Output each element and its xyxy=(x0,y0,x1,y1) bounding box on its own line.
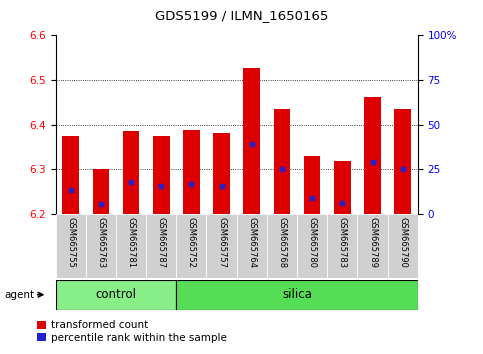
Bar xyxy=(146,214,176,278)
Bar xyxy=(56,280,176,310)
Bar xyxy=(274,109,290,214)
Text: GSM665757: GSM665757 xyxy=(217,217,226,268)
Text: GSM665755: GSM665755 xyxy=(66,217,75,268)
Bar xyxy=(56,214,86,278)
Text: GSM665790: GSM665790 xyxy=(398,217,407,268)
Bar xyxy=(183,130,199,214)
Bar xyxy=(267,214,297,278)
Text: GSM665768: GSM665768 xyxy=(277,217,286,268)
Bar xyxy=(364,97,381,214)
Text: agent: agent xyxy=(5,290,35,300)
Bar xyxy=(237,214,267,278)
Bar xyxy=(86,214,116,278)
Bar xyxy=(93,170,109,214)
Text: GDS5199 / ILMN_1650165: GDS5199 / ILMN_1650165 xyxy=(155,9,328,22)
Text: GSM665789: GSM665789 xyxy=(368,217,377,268)
Text: control: control xyxy=(96,288,136,301)
Bar xyxy=(327,214,357,278)
Bar xyxy=(176,214,207,278)
Text: GSM665780: GSM665780 xyxy=(308,217,317,268)
Text: GSM665781: GSM665781 xyxy=(127,217,136,268)
Bar xyxy=(395,109,411,214)
Bar xyxy=(388,214,418,278)
Text: GSM665752: GSM665752 xyxy=(187,217,196,268)
Bar xyxy=(297,214,327,278)
Bar xyxy=(123,131,139,214)
Bar xyxy=(153,136,170,214)
Bar xyxy=(334,161,351,214)
Text: GSM665764: GSM665764 xyxy=(247,217,256,268)
Text: GSM665783: GSM665783 xyxy=(338,217,347,268)
Bar xyxy=(357,214,388,278)
Text: silica: silica xyxy=(282,288,312,301)
Text: GSM665763: GSM665763 xyxy=(96,217,105,268)
Bar xyxy=(62,136,79,214)
Bar xyxy=(207,214,237,278)
Bar xyxy=(116,214,146,278)
Bar xyxy=(213,133,230,214)
Bar xyxy=(176,280,418,310)
Text: GSM665787: GSM665787 xyxy=(156,217,166,268)
Bar xyxy=(304,156,320,214)
Bar xyxy=(243,68,260,214)
Legend: transformed count, percentile rank within the sample: transformed count, percentile rank withi… xyxy=(37,320,227,343)
